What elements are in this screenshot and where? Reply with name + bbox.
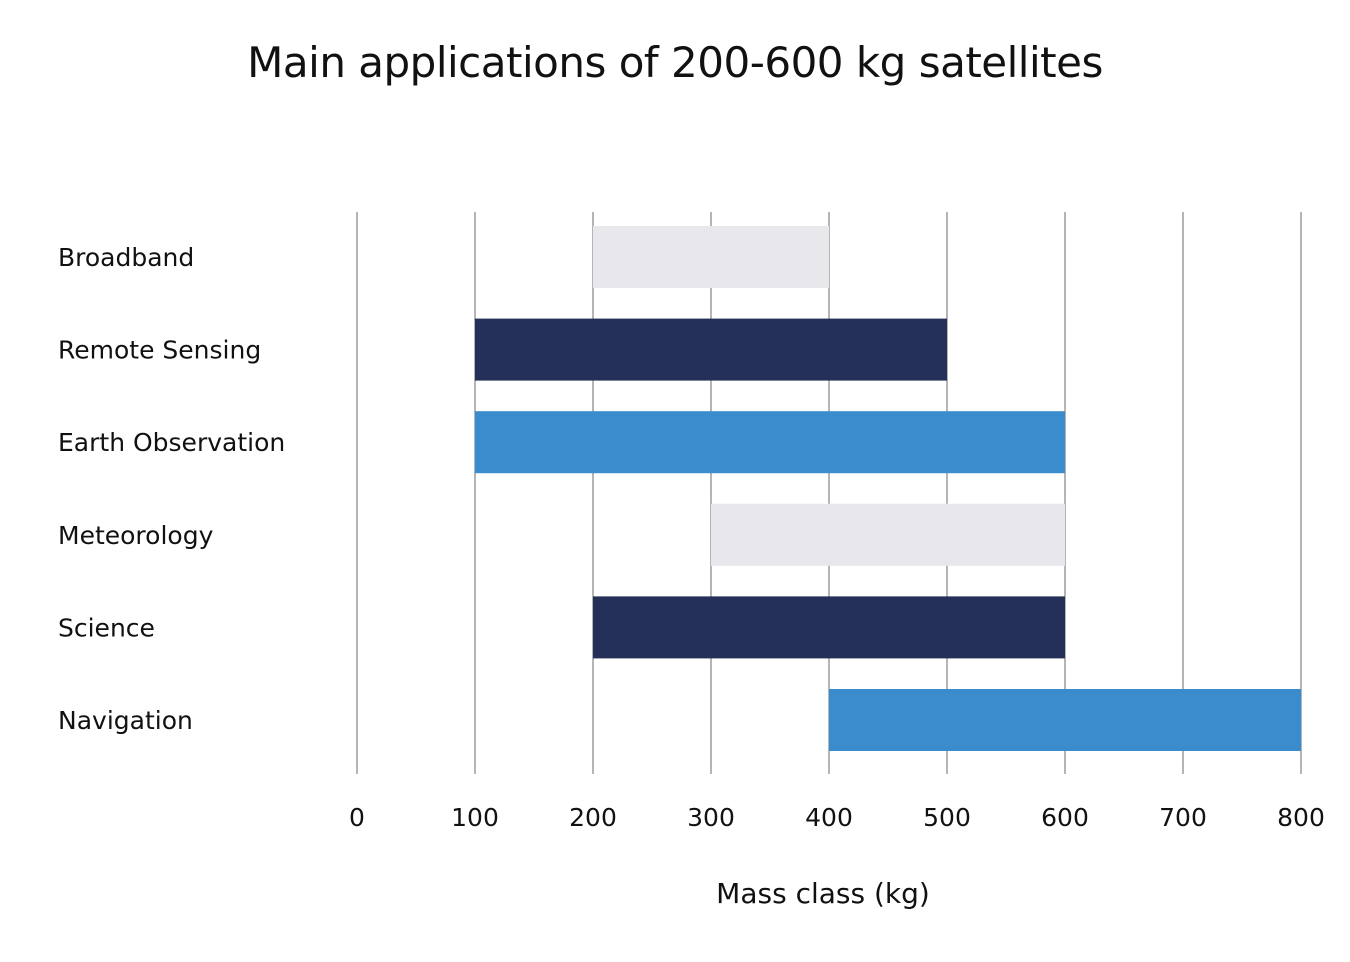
bar-navigation <box>829 689 1301 751</box>
x-tick-label-100: 100 <box>451 803 499 832</box>
category-label-broadband: Broadband <box>58 243 194 272</box>
x-tick-labels: 0 100 200 300 400 500 600 700 800 <box>349 803 1325 832</box>
x-axis-label: Mass class (kg) <box>716 877 930 910</box>
x-tick-label-0: 0 <box>349 803 365 832</box>
x-tick-label-700: 700 <box>1159 803 1207 832</box>
bar-broadband <box>593 226 829 288</box>
x-tick-label-800: 800 <box>1277 803 1325 832</box>
category-label-remote-sensing: Remote Sensing <box>58 336 261 365</box>
bar-meteorology <box>711 503 1065 566</box>
x-tick-label-600: 600 <box>1041 803 1089 832</box>
x-tick-label-200: 200 <box>569 803 617 832</box>
category-label-science: Science <box>58 613 155 642</box>
bar-remote-sensing <box>475 318 947 381</box>
chart-title: Main applications of 200-600 kg satellit… <box>247 38 1103 87</box>
x-tick-label-300: 300 <box>687 803 735 832</box>
gridlines <box>356 212 1302 774</box>
category-labels: Broadband Remote Sensing Earth Observation… <box>58 243 285 735</box>
x-tick-label-500: 500 <box>923 803 971 832</box>
bar-earth-observation <box>475 411 1065 474</box>
bar-science <box>593 596 1065 659</box>
category-label-meteorology: Meteorology <box>58 521 214 550</box>
bars <box>475 226 1301 751</box>
category-label-earth-observation: Earth Observation <box>58 428 285 457</box>
x-tick-label-400: 400 <box>805 803 853 832</box>
category-label-navigation: Navigation <box>58 706 193 735</box>
